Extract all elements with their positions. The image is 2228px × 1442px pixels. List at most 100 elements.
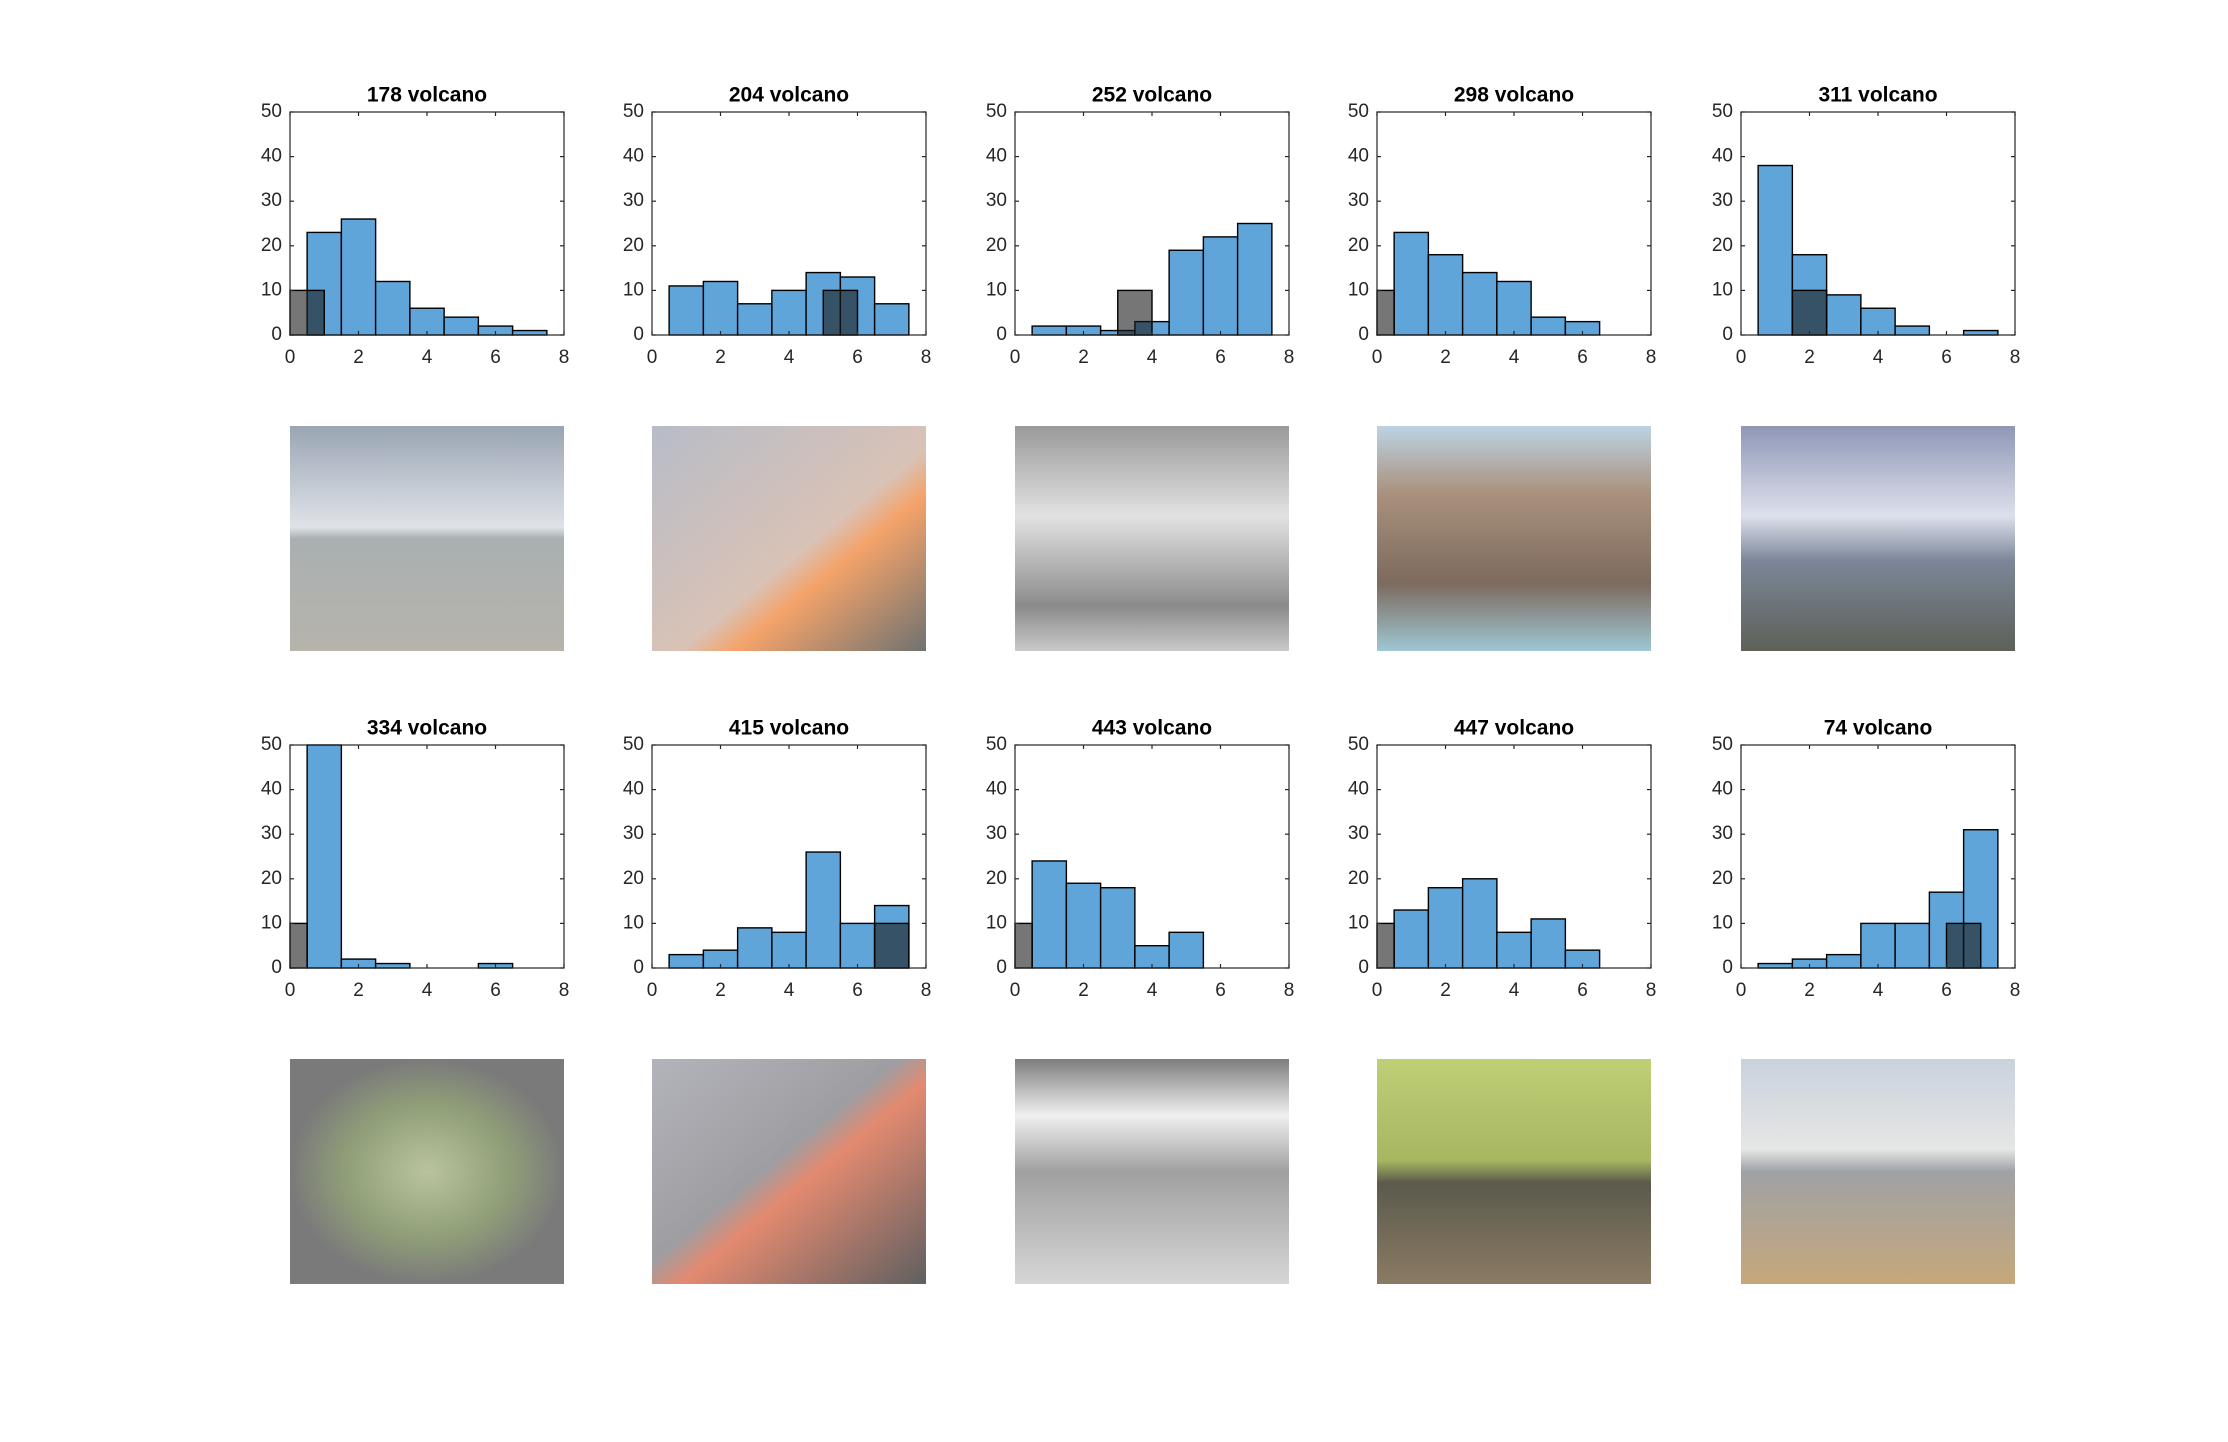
histogram-bar [1860,307,1896,336]
x-tick-label: 2 [715,980,726,1001]
x-tick-label: 4 [1147,980,1158,1001]
x-tick-label: 0 [1372,347,1383,368]
histogram-bar [668,953,705,969]
histogram-bar [409,307,445,336]
x-tick-label: 8 [559,347,570,368]
x-tick-label: 0 [1736,347,1747,368]
histogram-bar [805,851,842,969]
x-tick-label: 4 [1873,980,1884,1001]
histogram-bar [1461,271,1498,336]
histogram-bar [306,744,343,969]
x-tick-label: 0 [1372,980,1383,1001]
histogram-bar [1393,231,1430,336]
photo [290,426,564,651]
histogram-bar [1825,294,1862,336]
x-tick-label: 4 [784,980,795,1001]
y-tick-label: 20 [261,868,282,889]
histogram-bar [1393,909,1430,969]
y-tick-label: 0 [271,324,282,345]
y-tick-label: 40 [261,146,282,167]
histogram-bar [1894,325,1931,336]
y-tick-label: 10 [623,912,644,933]
chart-title: 298 volcano [1454,84,1574,107]
x-tick-label: 2 [1804,980,1815,1001]
histogram-bar [1031,860,1068,969]
y-tick-label: 50 [623,734,644,755]
y-tick-label: 50 [986,101,1007,122]
histogram-bar [839,922,876,969]
histogram-bar [771,931,807,969]
histogram-bar [873,303,910,336]
y-tick-label: 0 [1722,324,1733,345]
x-tick-label: 0 [1010,980,1021,1001]
x-tick-label: 2 [1440,347,1451,368]
y-tick-label: 0 [996,324,1007,345]
y-tick-label: 0 [1358,957,1369,978]
y-tick-label: 40 [623,146,644,167]
histogram-chart: 0 10 20 30 40 50 0 2 4 6 8 74 volcano [1712,717,2020,1001]
histogram-chart: 0 10 20 30 40 50 0 2 4 6 8 447 volcano [1348,717,1656,1001]
y-tick-label: 10 [986,912,1007,933]
histogram-chart: 0 10 20 30 40 50 0 2 4 6 8 415 volcano [623,717,931,1001]
y-tick-label: 30 [1712,823,1733,844]
histogram-bar [1014,922,1033,969]
histogram-chart: 0 10 20 30 40 50 0 2 4 6 8 252 volcano [986,84,1294,368]
x-tick-label: 2 [353,347,364,368]
histogram-bar [1117,289,1153,336]
y-tick-label: 50 [1348,734,1369,755]
x-tick-label: 4 [422,347,433,368]
x-tick-label: 4 [1509,347,1520,368]
y-tick-label: 10 [1348,279,1369,300]
x-tick-label: 0 [285,980,296,1001]
histogram-bar [289,289,325,336]
histogram-bar [1065,882,1102,969]
histogram-chart: 0 10 20 30 40 50 0 2 4 6 8 311 volcano [1712,84,2020,368]
histogram-bar [873,922,910,969]
y-tick-label: 50 [623,101,644,122]
photo [1015,1059,1289,1284]
chart-title: 252 volcano [1092,84,1212,107]
x-tick-label: 8 [921,980,932,1001]
photo [652,426,926,651]
histogram-chart: 0 10 20 30 40 50 0 2 4 6 8 204 volcano [623,84,931,368]
chart-title: 447 volcano [1454,717,1574,740]
photos [290,426,2015,1284]
y-tick-label: 20 [986,868,1007,889]
x-tick-label: 2 [715,347,726,368]
y-tick-label: 30 [986,823,1007,844]
x-tick-label: 6 [852,347,863,368]
y-tick-label: 30 [1348,823,1369,844]
x-tick-label: 2 [1078,980,1089,1001]
histogram-bar [511,329,548,336]
y-tick-label: 50 [1348,101,1369,122]
histogram-bar [1530,316,1567,336]
histogram-chart: 0 10 20 30 40 50 0 2 4 6 8 334 volcano [261,717,569,1001]
histogram-bar [374,280,411,336]
chart-title: 204 volcano [729,84,849,107]
x-tick-label: 6 [490,347,501,368]
x-tick-label: 8 [1284,347,1295,368]
histogram-bar [702,280,739,336]
y-tick-label: 0 [1722,957,1733,978]
histogram-bar [1945,922,1982,969]
y-tick-label: 10 [1712,279,1733,300]
histogram-chart: 0 10 20 30 40 50 0 2 4 6 8 178 volcano [261,84,569,368]
histogram-bar [771,289,807,336]
y-tick-label: 30 [1712,190,1733,211]
histogram-bar [1168,249,1205,336]
x-tick-label: 8 [1284,980,1295,1001]
x-tick-label: 8 [921,347,932,368]
x-tick-label: 6 [1577,347,1588,368]
histogram-bar [443,316,480,336]
x-tick-label: 6 [490,980,501,1001]
histogram-chart: 0 10 20 30 40 50 0 2 4 6 8 298 volcano [1348,84,1656,368]
x-tick-label: 0 [647,980,658,1001]
y-tick-label: 10 [1712,912,1733,933]
y-tick-label: 10 [623,279,644,300]
histogram-bar [1427,254,1464,336]
histogram-bar [1236,222,1273,336]
y-tick-label: 0 [271,957,282,978]
y-tick-label: 0 [1358,324,1369,345]
y-tick-label: 10 [261,912,282,933]
